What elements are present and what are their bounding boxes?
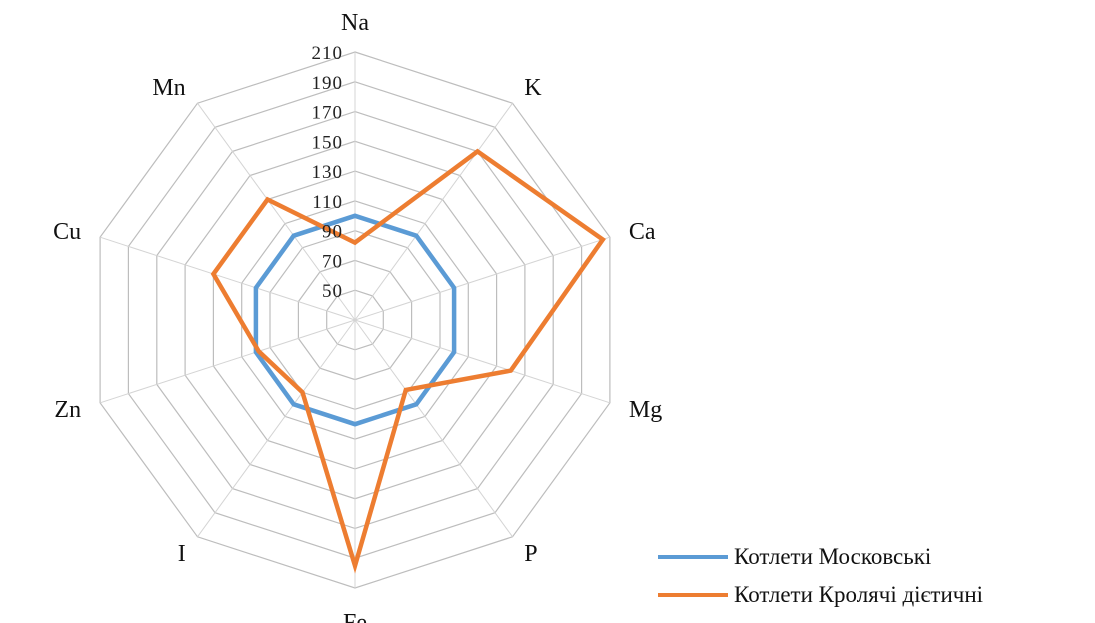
tick-label-210: 210 bbox=[312, 43, 344, 64]
tick-label-150: 150 bbox=[312, 132, 344, 153]
spoke-cu bbox=[99, 236, 356, 321]
legend-label-moscow: Котлети Московські bbox=[734, 544, 932, 569]
category-label-ca: Ca bbox=[629, 219, 656, 245]
category-label-p: P bbox=[524, 541, 537, 567]
spoke-zn bbox=[99, 319, 356, 404]
category-label-zn: Zn bbox=[54, 397, 81, 423]
legend-item-moscow: Котлети Московські bbox=[658, 538, 983, 576]
spoke-mn bbox=[197, 102, 356, 321]
category-label-cu: Cu bbox=[53, 219, 81, 245]
series-line-0 bbox=[253, 213, 457, 427]
chart-legend: Котлети Московські Котлети Кролячі дієти… bbox=[658, 538, 983, 614]
chart-grid bbox=[99, 51, 611, 589]
tick-label-90: 90 bbox=[322, 222, 343, 243]
legend-label-rabbit: Котлети Кролячі дієтичні bbox=[734, 582, 984, 607]
category-label-mg: Mg bbox=[629, 397, 662, 423]
category-label-na: Na bbox=[341, 10, 369, 36]
category-label-i: I bbox=[178, 541, 186, 567]
tick-label-170: 170 bbox=[312, 103, 344, 124]
legend-item-rabbit: Котлети Кролячі дієтичні bbox=[658, 576, 983, 614]
spoke-mg bbox=[354, 319, 611, 404]
category-label-mn: Mn bbox=[152, 75, 185, 101]
radial-tick-labels: 50 70 90 110 130 150 170 190 210 bbox=[312, 43, 344, 302]
tick-label-110: 110 bbox=[312, 192, 343, 213]
spoke-p bbox=[354, 319, 513, 538]
tick-label-70: 70 bbox=[322, 251, 343, 272]
spoke-i bbox=[197, 319, 356, 538]
spoke-k bbox=[354, 102, 513, 321]
tick-label-50: 50 bbox=[322, 281, 343, 302]
category-label-fe: Fe bbox=[343, 610, 367, 623]
tick-label-190: 190 bbox=[312, 73, 344, 94]
legend-swatch-moscow bbox=[658, 555, 728, 559]
category-labels: Na K Ca Mg P Fe I Zn Cu Mn bbox=[53, 10, 662, 623]
legend-swatch-rabbit bbox=[658, 593, 728, 597]
tick-label-130: 130 bbox=[312, 162, 344, 183]
chart-series bbox=[210, 148, 606, 574]
category-label-k: K bbox=[524, 75, 542, 101]
spoke-ca bbox=[354, 236, 611, 321]
series-line-1 bbox=[210, 148, 606, 574]
